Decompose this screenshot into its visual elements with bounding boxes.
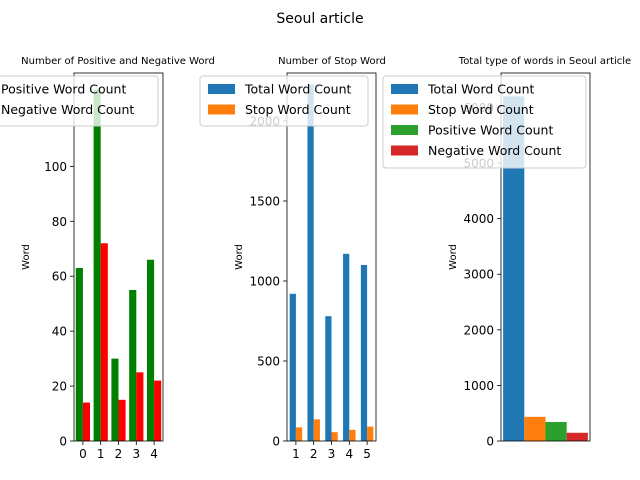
bar [129,289,137,441]
bar [93,89,101,442]
legend-swatch [391,125,418,135]
bar [82,402,91,441]
bar [295,427,303,441]
legend: Total Word Count Stop Word Count Positive … [382,75,587,169]
legend-label: Negative Word Count [1,102,134,117]
legend-label: Negative Word Count [428,143,561,158]
legend: Total Word Count Stop Word Count [199,75,369,127]
bar [136,372,144,441]
bar [307,84,314,441]
y-tick-label: 1000 [463,379,494,393]
bar [349,429,356,441]
legend-label: Stop Word Count [428,102,534,117]
legend-swatch [391,145,418,156]
x-tick-label: 0 [79,447,87,461]
y-tick-label: 0 [59,435,67,449]
y-tick-label: 20 [52,380,67,394]
legend-box [0,75,159,127]
bar [118,399,126,441]
chart-panel-2: Number of Stop Word Word 1 2 3 4 5 0 500 1000 1500… [199,56,386,461]
x-tick-label: 1 [292,447,300,461]
y-tick-label: 4000 [463,212,494,226]
axes-frame [286,72,377,442]
bar [111,358,119,441]
axes-frame [73,72,164,442]
legend-label: Total Word Count [427,82,534,97]
bar [367,426,374,441]
bar [325,316,332,441]
y-tick-label: 1500 [249,195,280,209]
y-tick-label: 0 [272,435,280,449]
bar [313,419,320,441]
x-tick-label: 2 [310,447,318,461]
legend-label: Total Word Count [244,82,351,97]
legend-swatch [208,84,235,94]
bar [343,253,350,441]
y-tick-label: 3000 [463,268,494,282]
y-axis-label: Word [234,244,245,270]
bar [503,96,525,441]
bar [100,243,108,441]
axes-frame [500,72,591,442]
bar [289,293,296,441]
chart-panel-3: Total type of words in Seoul article Word… [382,56,631,449]
y-tick-label: 2000 [463,323,494,337]
subplot-title: Total type of words in Seoul article [458,56,631,67]
bar [545,421,567,441]
x-tick-label: 5 [363,447,371,461]
y-tick-label: 80 [52,215,67,229]
legend-swatch [208,104,235,115]
figure-title: Seoul article [276,11,363,27]
legend-label: Positive Word Count [1,82,126,97]
x-tick-label: 3 [132,447,140,461]
y-tick-label: 60 [52,270,67,284]
legend-label: Positive Word Count [428,123,553,138]
bar [566,432,588,441]
subplot-title: Number of Positive and Negative Word [21,56,215,67]
chart-panel-1: Number of Positive and Negative Word Word… [0,56,215,461]
legend-label: Stop Word Count [245,102,351,117]
y-tick-label: 0 [486,435,494,449]
y-tick-label: 40 [52,325,67,339]
legend-box [382,75,587,169]
x-tick-label: 1 [97,447,105,461]
legend-box [199,75,369,127]
y-tick-label: 100 [44,160,67,174]
y-tick-label: 1000 [249,275,280,289]
legend-swatch [391,84,418,94]
legend: Positive Word Count Negative Word Count [0,75,159,127]
bar [331,432,338,441]
y-tick-label: 500 [257,355,280,369]
x-tick-label: 4 [345,447,353,461]
bar [75,267,83,441]
bar [524,416,546,441]
bar [154,380,162,441]
subplot-title: Number of Stop Word [278,56,386,67]
x-tick-label: 2 [115,447,123,461]
bar [146,259,155,441]
bar [360,265,368,441]
y-axis-label: Word [21,244,32,270]
y-axis-label: Word [448,244,459,270]
legend-swatch [391,104,418,115]
x-tick-label: 3 [328,447,336,461]
x-tick-label: 4 [150,447,158,461]
